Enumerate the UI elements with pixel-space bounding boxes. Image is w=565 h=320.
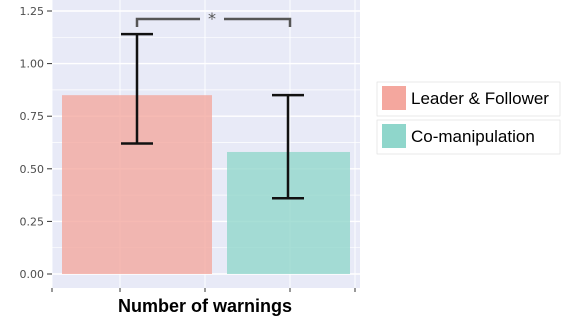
significance-bracket: * — [135, 9, 292, 28]
significance-star: * — [208, 9, 216, 28]
legend-swatch-2 — [382, 124, 406, 148]
y-tick-label: 0.50 — [20, 163, 45, 176]
significance-bracket-left — [135, 17, 200, 27]
x-axis — [51, 288, 356, 292]
legend-entry-1-box — [376, 81, 561, 117]
y-tick-label: 0.00 — [20, 268, 45, 281]
y-tick-label: 0.25 — [20, 215, 45, 228]
legend-label-1: Leader & Follower — [411, 89, 549, 108]
legend: Leader & Follower Co-manipulation — [376, 81, 561, 155]
y-axis: 0.00 0.25 0.50 0.75 1.00 1.25 — [20, 5, 52, 281]
y-tick-label: 0.75 — [20, 110, 45, 123]
error-bars — [121, 32, 304, 200]
legend-entry-2-box — [376, 119, 561, 155]
x-axis-label: Number of warnings — [118, 296, 292, 316]
significance-bracket-right — [224, 17, 292, 27]
legend-swatch-1 — [382, 86, 406, 110]
y-tick-label: 1.25 — [20, 5, 45, 18]
legend-label-2: Co-manipulation — [411, 127, 535, 146]
y-tick-label: 1.00 — [20, 58, 45, 71]
